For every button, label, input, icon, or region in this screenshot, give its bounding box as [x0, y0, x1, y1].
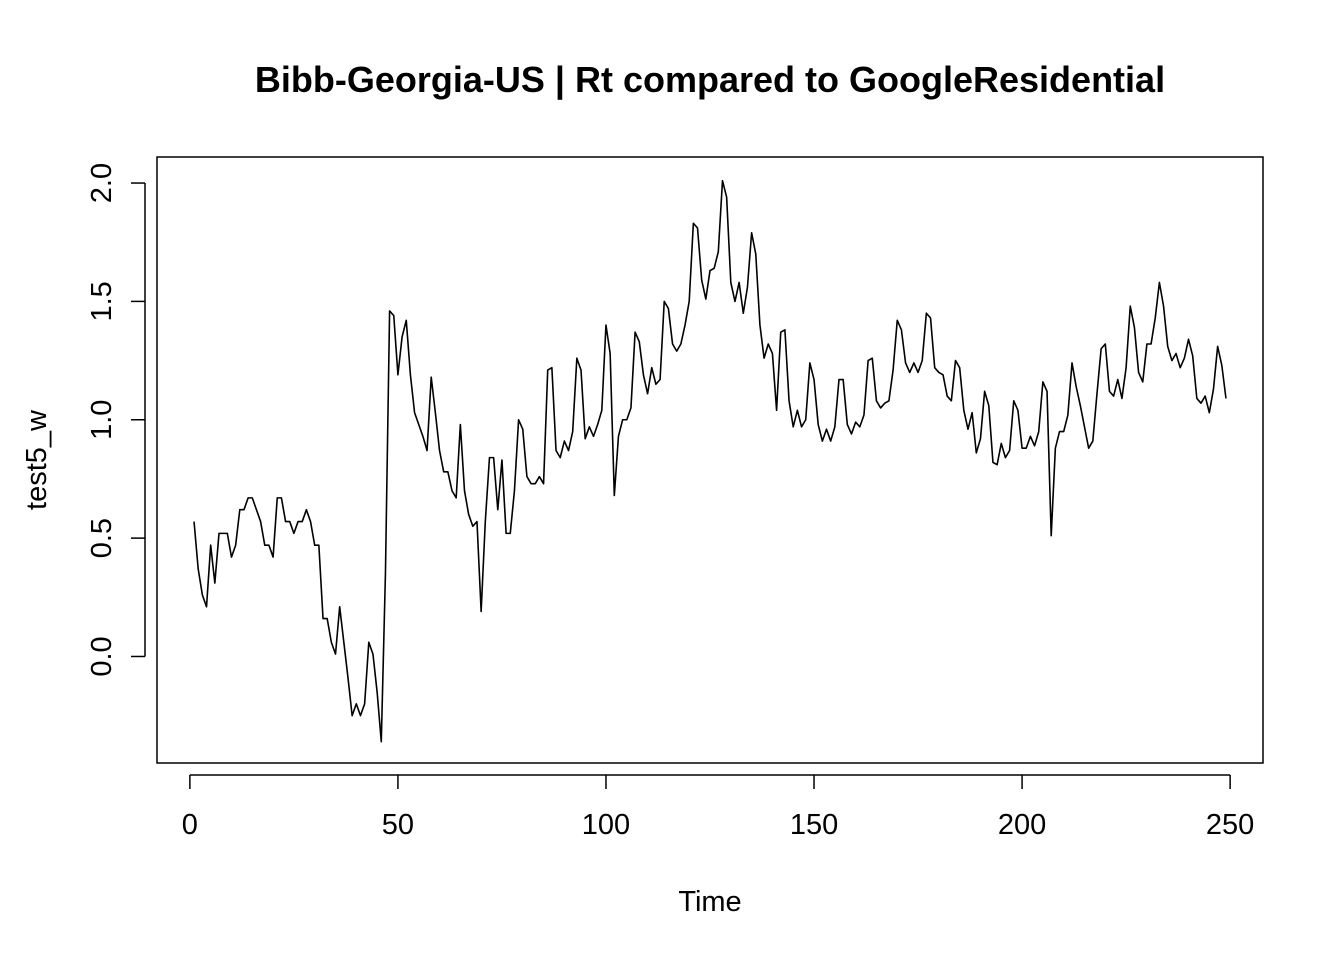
- x-tick-label: 0: [182, 809, 198, 841]
- x-tick-label: 50: [382, 809, 414, 841]
- series-line: [193, 179, 1227, 743]
- x-tick-label: 250: [1206, 809, 1254, 841]
- y-tick-label: 1.5: [86, 281, 118, 321]
- x-tick-label: 100: [582, 809, 630, 841]
- y-axis-label: test5_w: [21, 409, 53, 510]
- chart-title: Bibb-Georgia-US | Rt compared to GoogleR…: [255, 59, 1165, 101]
- x-axis-label: Time: [678, 886, 741, 918]
- y-tick-label: 0.5: [86, 518, 118, 558]
- plot-frame: [156, 156, 1264, 764]
- y-tick-label: 1.0: [86, 400, 118, 440]
- series-group: [193, 179, 1227, 743]
- x-axis: 0 50 100 150 200 250: [182, 774, 1254, 841]
- x-tick-label: 150: [790, 809, 838, 841]
- y-tick-label: 0.0: [86, 636, 118, 676]
- y-axis: 0.0 0.5 1.0 1.5 2.0: [86, 163, 146, 677]
- y-tick-label: 2.0: [86, 163, 118, 203]
- x-tick-label: 200: [998, 809, 1046, 841]
